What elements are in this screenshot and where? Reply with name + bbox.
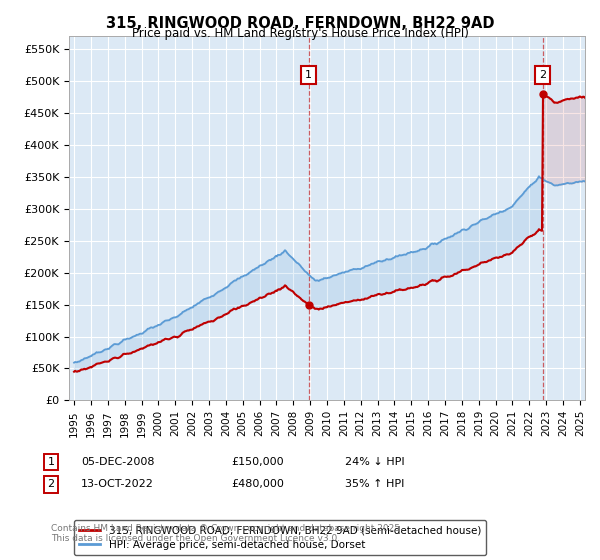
Text: 1: 1 [47, 457, 55, 467]
Text: 2: 2 [47, 479, 55, 489]
Text: 13-OCT-2022: 13-OCT-2022 [81, 479, 154, 489]
Text: £480,000: £480,000 [231, 479, 284, 489]
Text: 2: 2 [539, 69, 546, 80]
Legend: 315, RINGWOOD ROAD, FERNDOWN, BH22 9AD (semi-detached house), HPI: Average price: 315, RINGWOOD ROAD, FERNDOWN, BH22 9AD (… [74, 520, 486, 555]
Text: 315, RINGWOOD ROAD, FERNDOWN, BH22 9AD: 315, RINGWOOD ROAD, FERNDOWN, BH22 9AD [106, 16, 494, 31]
Text: 24% ↓ HPI: 24% ↓ HPI [345, 457, 404, 467]
Text: 1: 1 [305, 69, 312, 80]
Text: Contains HM Land Registry data © Crown copyright and database right 2025.
This d: Contains HM Land Registry data © Crown c… [51, 524, 403, 543]
Text: £150,000: £150,000 [231, 457, 284, 467]
Text: 35% ↑ HPI: 35% ↑ HPI [345, 479, 404, 489]
Text: 05-DEC-2008: 05-DEC-2008 [81, 457, 155, 467]
Text: Price paid vs. HM Land Registry's House Price Index (HPI): Price paid vs. HM Land Registry's House … [131, 27, 469, 40]
